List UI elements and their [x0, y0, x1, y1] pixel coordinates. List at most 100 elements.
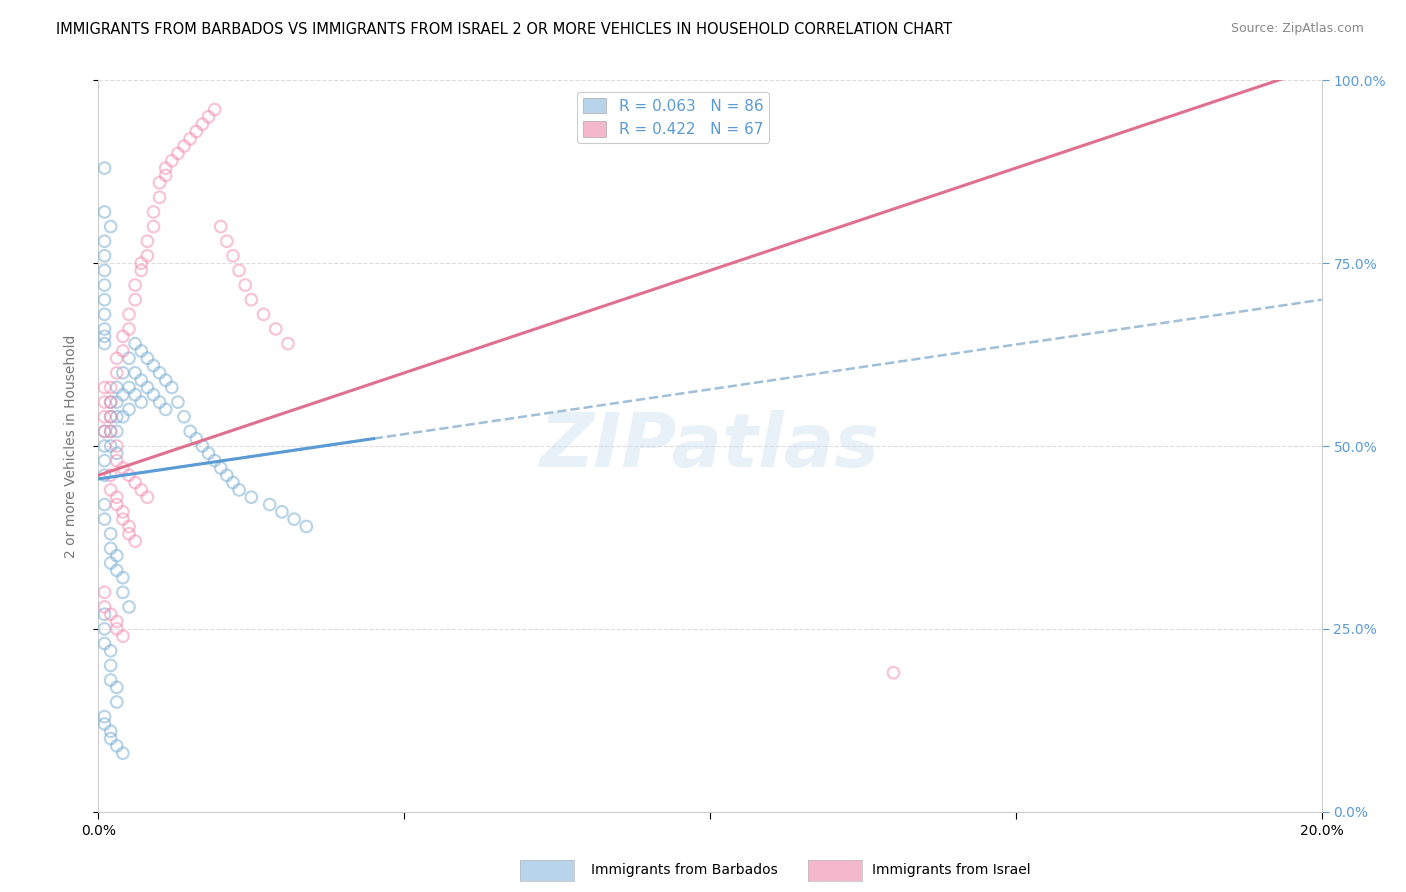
Point	[111, 629, 134, 643]
Point	[129, 395, 152, 409]
Point	[111, 388, 134, 402]
Point	[155, 402, 177, 417]
Point	[105, 615, 128, 629]
Point	[105, 622, 128, 636]
Point	[100, 731, 122, 746]
Point	[191, 439, 214, 453]
Text: Immigrants from Israel: Immigrants from Israel	[872, 863, 1031, 877]
Point	[93, 395, 115, 409]
Point	[160, 380, 183, 394]
Point	[142, 219, 165, 234]
Point	[100, 409, 122, 424]
Point	[105, 498, 128, 512]
Point	[142, 205, 165, 219]
Point	[93, 453, 115, 467]
Point	[179, 132, 201, 146]
Point	[149, 190, 172, 204]
Point	[100, 395, 122, 409]
Point	[129, 373, 152, 387]
Point	[124, 336, 146, 351]
Point	[93, 498, 115, 512]
Point	[129, 483, 152, 497]
Point	[111, 512, 134, 526]
Point	[277, 336, 299, 351]
Point	[149, 366, 172, 380]
Point	[100, 439, 122, 453]
Point	[259, 498, 281, 512]
Point	[100, 468, 122, 483]
Point	[124, 475, 146, 490]
Point	[179, 425, 201, 439]
Point	[167, 395, 190, 409]
Point	[215, 468, 238, 483]
Text: Source: ZipAtlas.com: Source: ZipAtlas.com	[1230, 22, 1364, 36]
Point	[283, 512, 305, 526]
Point	[136, 380, 159, 394]
Point	[240, 490, 263, 504]
Point	[93, 425, 115, 439]
Point	[105, 739, 128, 753]
Point	[93, 234, 115, 248]
Point	[111, 571, 134, 585]
Point	[93, 468, 115, 483]
Point	[118, 526, 141, 541]
Point	[93, 380, 115, 394]
Point	[93, 322, 115, 336]
Point	[93, 307, 115, 321]
Point	[105, 490, 128, 504]
Point	[100, 409, 122, 424]
Point	[100, 425, 122, 439]
Point	[105, 695, 128, 709]
Point	[124, 534, 146, 549]
Point	[93, 278, 115, 293]
Point	[93, 599, 115, 614]
Point	[167, 146, 190, 161]
Point	[93, 512, 115, 526]
Point	[93, 205, 115, 219]
Y-axis label: 2 or more Vehicles in Household: 2 or more Vehicles in Household	[63, 334, 77, 558]
Point	[124, 293, 146, 307]
Text: ZIPatlas: ZIPatlas	[540, 409, 880, 483]
Point	[100, 658, 122, 673]
Point	[93, 709, 115, 723]
Point	[129, 343, 152, 358]
Point	[204, 103, 226, 117]
Point	[100, 395, 122, 409]
Point	[105, 366, 128, 380]
Point	[105, 439, 128, 453]
Point	[105, 409, 128, 424]
Point	[105, 380, 128, 394]
Point	[149, 395, 172, 409]
Point	[160, 153, 183, 168]
Point	[204, 453, 226, 467]
Point	[111, 585, 134, 599]
Point	[100, 607, 122, 622]
Point	[149, 176, 172, 190]
Point	[173, 409, 195, 424]
Point	[118, 351, 141, 366]
Point	[191, 117, 214, 131]
Point	[105, 549, 128, 563]
Point	[155, 373, 177, 387]
Point	[100, 526, 122, 541]
Point	[173, 139, 195, 153]
Point	[100, 425, 122, 439]
Point	[105, 681, 128, 695]
Point	[105, 351, 128, 366]
Point	[100, 483, 122, 497]
Point	[118, 519, 141, 533]
Point	[111, 329, 134, 343]
Point	[100, 380, 122, 394]
Point	[93, 439, 115, 453]
Text: Immigrants from Barbados: Immigrants from Barbados	[591, 863, 778, 877]
Point	[100, 673, 122, 687]
Point	[93, 425, 115, 439]
Point	[93, 161, 115, 175]
Point	[124, 278, 146, 293]
Point	[270, 505, 292, 519]
Point	[93, 249, 115, 263]
Point	[295, 519, 318, 533]
Point	[142, 359, 165, 373]
Point	[93, 622, 115, 636]
Point	[197, 110, 219, 124]
